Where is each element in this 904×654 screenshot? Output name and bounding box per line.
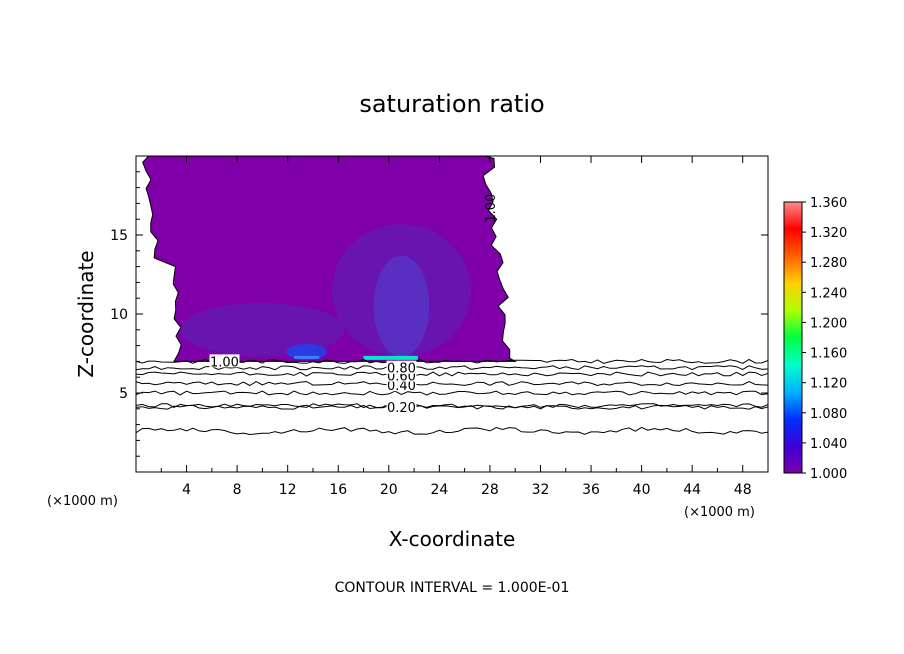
inner-region-2 (180, 302, 345, 357)
x-tick-label: 28 (481, 482, 499, 498)
x-tick-label: 12 (279, 482, 297, 498)
colorbar-tick-label: 1.080 (810, 407, 847, 422)
max-patch-2 (363, 355, 418, 360)
x-tick-label: 40 (633, 482, 651, 498)
contour-line (136, 358, 768, 364)
x-tick-label: 16 (329, 482, 347, 498)
x-axis-ticks: 4 8 12 16 20 24 28 32 36 40 44 48 (160, 156, 752, 498)
colorbar-tick-label: 1.000 (810, 467, 847, 482)
contour-line (136, 426, 768, 436)
contour-label-1.00-vertical: 1.00 (484, 194, 499, 223)
colorbar-tick-label: 1.240 (810, 286, 847, 301)
x-tick-label: 48 (734, 482, 752, 498)
y-axis-ticks: 5 10 15 (110, 171, 768, 457)
inner-core (373, 255, 430, 357)
contour-line (136, 403, 768, 409)
saturation-field (142, 156, 518, 362)
colorbar-tick-label: 1.280 (810, 256, 847, 271)
contour-label-0.40: 0.40 (387, 379, 416, 394)
x-tick-label: 20 (380, 482, 398, 498)
chart-title: saturation ratio (359, 90, 544, 118)
contour-1.00-outline (142, 156, 518, 362)
x-unit-right: (×1000 m) (684, 505, 755, 520)
contour-line (136, 381, 768, 387)
y-tick-label: 15 (110, 228, 128, 244)
y-tick-label: 5 (119, 386, 128, 402)
contour-interval-note: CONTOUR INTERVAL = 1.000E-01 (335, 580, 570, 596)
colorbar-tick-label: 1.120 (810, 377, 847, 392)
contour-line (136, 390, 768, 396)
colorbar: 1.000 1.040 1.080 1.120 1.160 1.200 1.240 1.280… (783, 196, 847, 482)
contour-label-bg (209, 354, 240, 368)
contour-labels: 0.200.400.600.801.001.00 (209, 194, 499, 416)
x-axis-label: X-coordinate (389, 527, 516, 551)
contour-label-1.00: 1.00 (210, 355, 239, 370)
colorbar-tick-label: 1.200 (810, 316, 847, 331)
contour-lines (136, 358, 768, 436)
contour-label-0.80: 0.80 (387, 362, 416, 377)
x-tick-label: 8 (233, 482, 242, 498)
colorbar-tick-label: 1.040 (810, 437, 847, 452)
y-tick-label: 10 (110, 307, 128, 323)
contour-label-bg (386, 400, 417, 414)
contour-label-bg (386, 360, 417, 374)
y-axis-label: Z-coordinate (74, 250, 98, 377)
x-tick-label: 4 (182, 482, 191, 498)
max-patch-3 (294, 355, 320, 359)
colorbar-gradient (783, 201, 803, 474)
x-tick-label: 44 (683, 482, 701, 498)
x-tick-label: 36 (582, 482, 600, 498)
x-tick-label: 32 (532, 482, 550, 498)
x-unit-left: (×1000 m) (47, 494, 118, 509)
x-tick-label: 24 (430, 482, 448, 498)
colorbar-tick-label: 1.360 (810, 196, 847, 211)
contour-label-0.20: 0.20 (387, 401, 416, 416)
colorbar-tick-label: 1.320 (810, 226, 847, 241)
contour-line (136, 371, 768, 377)
colorbar-tick-label: 1.160 (810, 347, 847, 362)
contour-line (136, 365, 768, 371)
